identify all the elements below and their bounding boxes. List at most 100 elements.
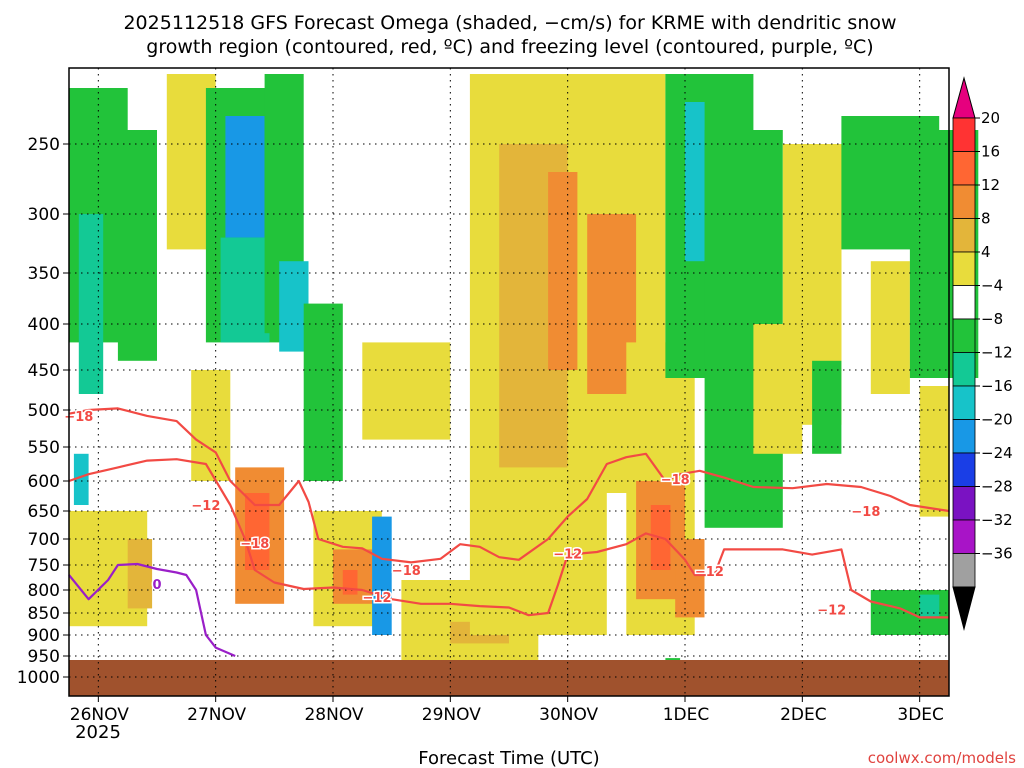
colorbar-swatch	[952, 352, 976, 387]
colorbar-tick-label: −36	[981, 545, 1013, 563]
credit-text: coolwx.com/models	[868, 749, 1016, 767]
plot-frame	[68, 67, 950, 697]
colorbar-legend: 20 16 12 8 4 −4 −8 −12 −16 −20 −24 −28 −32 −36	[952, 76, 1013, 631]
colorbar-swatch	[952, 117, 976, 152]
chart-title-line1: 2025112518 GFS Forecast Omega (shaded, −…	[123, 12, 896, 34]
colorbar-tick-label: 16	[981, 143, 1000, 161]
omega-cell	[191, 370, 231, 481]
colorbar-swatch	[952, 553, 976, 588]
contour-label: −18	[851, 505, 880, 520]
y-tick-label: 750	[28, 556, 60, 576]
contour-label: −18	[661, 473, 690, 488]
y-tick-label: 950	[28, 647, 60, 667]
omega-shading-layer	[69, 74, 979, 663]
colorbar-top-arrow	[952, 76, 976, 119]
colorbar-swatch	[952, 385, 976, 420]
colorbar-swatch	[952, 218, 976, 253]
y-tick-label: 700	[28, 530, 60, 550]
colorbar-tick-label: −20	[981, 411, 1013, 429]
colorbar-tick-label: −16	[981, 377, 1013, 395]
contour-label: −18	[64, 410, 93, 425]
colorbar-swatch	[952, 184, 976, 219]
colorbar-tick-label: −4	[981, 277, 1003, 295]
omega-cell	[362, 342, 451, 440]
y-tick-label: 600	[28, 472, 60, 492]
colorbar-tick-label: 12	[981, 176, 1000, 194]
omega-cell	[117, 130, 157, 361]
y-tick-label: 850	[28, 604, 60, 624]
colorbar-bottom-arrow	[952, 586, 976, 631]
colorbar-swatch	[952, 419, 976, 454]
y-tick-label: 450	[28, 361, 60, 381]
y-tick-label: 800	[28, 581, 60, 601]
chart-title-line2: growth region (contoured, red, ºC) and f…	[146, 36, 873, 58]
contour-label: −12	[695, 565, 724, 580]
x-tick-label: 29NOV	[422, 705, 481, 725]
y-tick-label: 400	[28, 315, 60, 335]
omega-cell	[127, 539, 153, 609]
y-tick-label: 900	[28, 626, 60, 646]
contour-label: 0	[152, 578, 161, 593]
omega-cell	[372, 516, 392, 635]
contour-label: −12	[191, 499, 220, 514]
omega-cell	[342, 570, 358, 595]
contour-line	[68, 458, 949, 619]
y-tick-label: 250	[28, 135, 60, 155]
colorbar-swatch	[952, 318, 976, 353]
colorbar-swatch	[952, 519, 976, 554]
y-tick-label: 550	[28, 438, 60, 458]
omega-cell	[220, 237, 270, 343]
contour-line	[68, 407, 950, 564]
omega-cell	[78, 214, 104, 394]
omega-cell	[225, 116, 265, 238]
y-tick-label: 500	[28, 401, 60, 421]
contour-label: −12	[363, 591, 392, 606]
colorbar-swatch	[952, 251, 976, 286]
y-tick-label: 350	[28, 264, 60, 284]
y-tick-label: 1000	[17, 668, 60, 688]
x-axis-sublabel: 2025	[75, 722, 121, 743]
colorbar-swatch	[952, 452, 976, 487]
colorbar-tick-label: 4	[981, 243, 991, 261]
grid-layer	[69, 68, 949, 696]
x-tick-label: 27NOV	[187, 705, 246, 725]
omega-cell	[812, 360, 842, 454]
omega-cell	[870, 261, 910, 394]
colorbar-tick-label: −28	[981, 478, 1013, 496]
x-tick-label: 26NOV	[70, 705, 129, 725]
colorbar-tick-label: −32	[981, 511, 1013, 529]
contour-label: −12	[817, 603, 846, 618]
colorbar-tick-label: −8	[981, 310, 1003, 328]
colorbar-swatch	[952, 285, 976, 320]
omega-cell	[919, 386, 949, 517]
colorbar-swatch	[952, 151, 976, 186]
x-tick-label: 30NOV	[539, 705, 598, 725]
omega-cell	[685, 102, 705, 262]
x-axis-title: Forecast Time (UTC)	[418, 748, 599, 768]
contour-label: −18	[392, 564, 421, 579]
colorbar-tick-label: −12	[981, 344, 1013, 362]
colorbar-tick-label: −24	[981, 444, 1013, 462]
omega-cell	[73, 453, 89, 505]
contour-line	[68, 562, 236, 658]
x-tick-label: 1DEC	[663, 705, 710, 725]
colorbar-swatch	[952, 486, 976, 521]
x-tick-label: 3DEC	[897, 705, 944, 725]
ground-area	[69, 660, 949, 696]
contour-label: −18	[240, 537, 269, 552]
y-tick-label: 300	[28, 205, 60, 225]
y-tick-label: 650	[28, 502, 60, 522]
y-axis: 2503003504004505005506006507007508008509…	[17, 135, 69, 688]
omega-cell	[919, 594, 940, 618]
contour-label: −12	[553, 548, 582, 563]
omega-cell	[675, 539, 705, 618]
contour-layer: −18−12−18−12−18−12−18−12−12−180	[63, 407, 950, 658]
x-tick-label: 2DEC	[780, 705, 827, 725]
x-axis: 26NOV 27NOV 28NOV 29NOV 30NOV 1DEC 2DEC 3DEC	[70, 696, 944, 725]
omega-cell	[303, 303, 343, 481]
colorbar-tick-label: 8	[981, 210, 991, 228]
x-tick-label: 28NOV	[304, 705, 363, 725]
colorbar-tick-label: 20	[981, 109, 1000, 127]
omega-cell	[279, 261, 309, 352]
